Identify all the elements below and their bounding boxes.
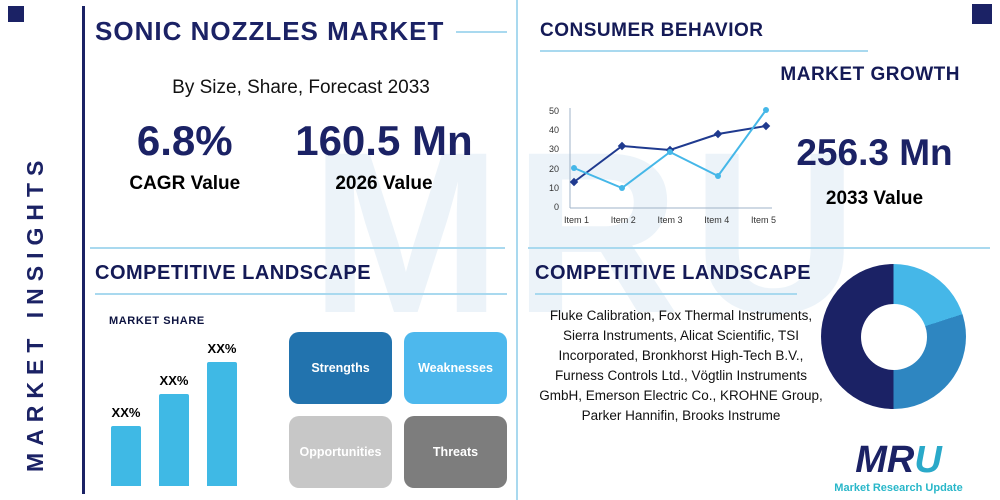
- competitive-landscape-right-heading: COMPETITIVE LANDSCAPE: [535, 262, 812, 284]
- consumer-behavior-section: CONSUMER BEHAVIOR MARKET GROWTH 50 40 30 20…: [540, 20, 980, 242]
- swot-grid: Strengths Weaknesses Opportunities Threa…: [289, 332, 507, 488]
- x-tick-label: Item 2: [610, 215, 636, 225]
- x-tick-label: Item 3: [657, 215, 683, 225]
- title-underline: [456, 30, 507, 33]
- key-companies-list: Fluke Calibration, Fox Thermal Instrumen…: [539, 308, 823, 423]
- bar: [159, 394, 189, 486]
- corner-square-top-right: [972, 4, 992, 24]
- vertical-market-insights-label: MARKET INSIGHTS: [22, 153, 48, 472]
- horizontal-divider-right: [528, 247, 990, 249]
- line-chart-xticks: Item 1 Item 2 Item 3 Item 4 Item 5: [564, 212, 776, 228]
- swot-threats-box: Threats: [404, 416, 507, 488]
- page-title: SONIC NOZZLES MARKET: [95, 16, 445, 46]
- logo-tagline: Market Research Update: [834, 482, 963, 494]
- bar: [111, 426, 141, 486]
- consumer-behavior-heading-box: CONSUMER BEHAVIOR: [540, 20, 868, 52]
- bar-value-label: XX%: [207, 341, 237, 356]
- forecast-stat: 256.3 Mn 2033 Value: [777, 132, 972, 210]
- line-chart-svg: [569, 107, 772, 209]
- cagr-label: CAGR Value: [129, 173, 241, 194]
- logo-wordmark: MRU: [811, 441, 986, 479]
- market-overview-section: SONIC NOZZLES MARKET By Size, Share, For…: [95, 16, 507, 241]
- consumer-behavior-heading: CONSUMER BEHAVIOR: [540, 20, 764, 41]
- brand-logo: MRU Market Research Update: [811, 441, 986, 494]
- cagr-value: 6.8%: [136, 117, 233, 164]
- cagr-stat: 6.8% CAGR Value: [129, 117, 240, 195]
- base-year-label: 2026 Value: [335, 173, 433, 194]
- title-row: SONIC NOZZLES MARKET: [95, 16, 507, 47]
- bar-column: XX%: [207, 341, 237, 486]
- y-tick-label: 10: [548, 182, 559, 193]
- bar: [207, 362, 237, 486]
- base-year-stat: 160.5 Mn 2026 Value: [295, 117, 472, 195]
- bar-value-label: XX%: [111, 405, 141, 420]
- y-tick-label: 50: [548, 106, 559, 116]
- left-accent-divider: [82, 6, 85, 494]
- y-tick-label: 0: [553, 201, 559, 212]
- x-tick-label: Item 5: [750, 215, 776, 225]
- market-share-label: MARKET SHARE: [109, 315, 205, 327]
- x-tick-label: Item 4: [704, 215, 730, 225]
- stats-row: 6.8% CAGR Value 160.5 Mn 2026 Value: [95, 117, 507, 195]
- bar-chart: XX% XX% XX%: [111, 341, 237, 486]
- line-chart-yticks: 50 40 30 20 10 0: [540, 106, 564, 212]
- corner-square-top-left: [8, 6, 24, 22]
- logo-letter-accent: U: [914, 439, 942, 481]
- competitive-landscape-left-heading-box: COMPETITIVE LANDSCAPE: [95, 262, 507, 295]
- y-tick-label: 30: [548, 144, 559, 155]
- forecast-value: 256.3 Mn: [796, 132, 953, 173]
- logo-letters-primary: MR: [855, 439, 915, 481]
- horizontal-divider-left: [90, 247, 505, 249]
- market-growth-line-chart: 50 40 30 20 10 0 Item 1 Item 2 Item 3 Item 4 Item…: [540, 106, 776, 228]
- bar-column: XX%: [111, 405, 141, 486]
- competitive-landscape-left-heading: COMPETITIVE LANDSCAPE: [95, 262, 372, 284]
- y-tick-label: 40: [548, 125, 559, 136]
- forecast-label: 2033 Value: [825, 188, 924, 209]
- base-year-value: 160.5 Mn: [295, 117, 473, 164]
- swot-weaknesses-box: Weaknesses: [404, 332, 507, 404]
- report-subtitle: By Size, Share, Forecast 2033: [172, 77, 430, 98]
- swot-opportunities-box: Opportunities: [289, 416, 392, 488]
- competitive-landscape-left-section: COMPETITIVE LANDSCAPE MARKET SHARE XX% XX…: [95, 262, 507, 498]
- center-divider: [516, 0, 518, 500]
- swot-strengths-box: Strengths: [289, 332, 392, 404]
- bar-column: XX%: [159, 373, 189, 486]
- competitive-landscape-right-section: COMPETITIVE LANDSCAPE Fluke Calibration,…: [535, 262, 990, 498]
- y-tick-label: 20: [548, 163, 559, 174]
- donut-chart: [821, 264, 966, 409]
- watermark: MRU: [310, 104, 870, 361]
- bar-value-label: XX%: [159, 373, 189, 388]
- market-growth-heading: MARKET GROWTH: [780, 64, 960, 85]
- x-tick-label: Item 1: [564, 215, 590, 225]
- competitive-landscape-right-heading-box: COMPETITIVE LANDSCAPE: [535, 262, 812, 295]
